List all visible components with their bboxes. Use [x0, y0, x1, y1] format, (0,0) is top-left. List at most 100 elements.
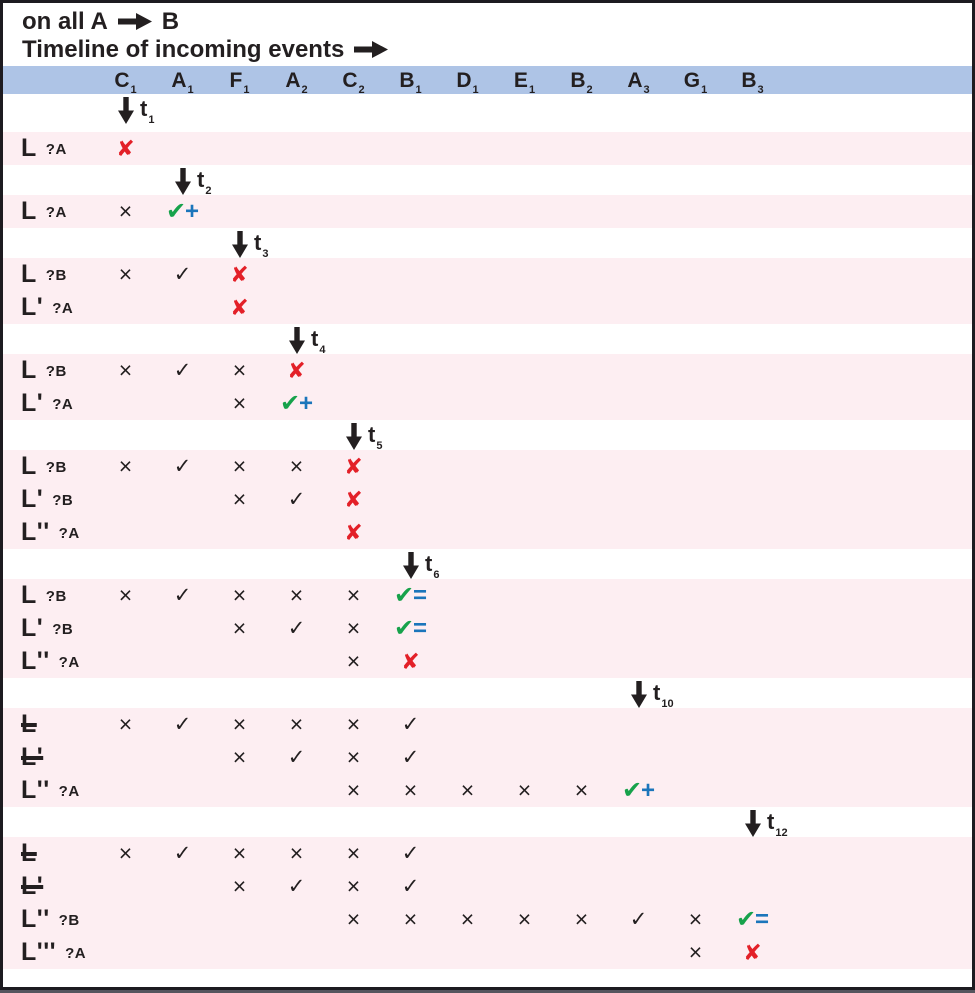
- listener-label: L'' ?A: [3, 520, 97, 545]
- event-time-label-subscript: 2: [205, 185, 212, 198]
- mark-cell-b2: [553, 870, 610, 903]
- mark-cell-b3: [724, 258, 781, 291]
- match-check: ✓: [401, 746, 420, 770]
- mark-cell-a1: [154, 903, 211, 936]
- mark-cell-f1: [211, 936, 268, 969]
- match-check: ✓: [173, 713, 192, 737]
- listener-row: L ?B × ✓ ✘: [3, 258, 972, 291]
- mark-cell-c1: [97, 936, 154, 969]
- listener-row: L ?B × ✓ × ✘: [3, 354, 972, 387]
- mark-cell-a1: [154, 741, 211, 774]
- listener-label: L: [3, 712, 97, 737]
- match-check: ✓: [401, 842, 420, 866]
- mark-cell-e1: [496, 258, 553, 291]
- no-match-cross: ×: [118, 453, 133, 480]
- section-t6: t6 L ?B × ✓ × × × ✔ = L' ?B × ✓ × ✔ = L'' ?A × ✘: [3, 549, 972, 679]
- mark-cell-d1: [439, 612, 496, 645]
- listener-row: L × ✓ × × × ✓: [3, 837, 972, 870]
- listener-name: L'': [21, 518, 50, 547]
- column-header-d1: D1: [439, 70, 496, 96]
- rule-title: on all A B: [22, 8, 972, 36]
- mark-cell-a3: [610, 483, 667, 516]
- listener-name: L: [21, 452, 37, 481]
- down-arrow-icon: [175, 167, 191, 196]
- mark-cell-c2: ×: [325, 903, 382, 936]
- section-t3: t3 L ?B × ✓ ✘ L' ?A ✘: [3, 228, 972, 325]
- mark-cell-c1: ×: [97, 450, 154, 483]
- mark-cell-c1: [97, 903, 154, 936]
- no-match-cross: ×: [232, 357, 247, 384]
- listener-label: L': [3, 745, 97, 770]
- mark-cell-c2: [325, 258, 382, 291]
- mark-cell-b2: [553, 387, 610, 420]
- event-time-label-subscript: 10: [661, 698, 674, 711]
- no-match-cross: ×: [232, 615, 247, 642]
- mark-cell-a2: [268, 195, 325, 228]
- mark-cell-b3: [724, 516, 781, 549]
- mark-cell-g1: [667, 774, 724, 807]
- equals-icon: =: [413, 581, 428, 609]
- mark-cell-d1: [439, 936, 496, 969]
- mark-cell-e1: [496, 387, 553, 420]
- mark-cell-g1: [667, 387, 724, 420]
- listener-row: L' ?B × ✓ × ✔ =: [3, 612, 972, 645]
- no-match-cross: ×: [232, 744, 247, 771]
- mark-cell-c1: [97, 741, 154, 774]
- mark-cell-f1: ×: [211, 837, 268, 870]
- mark-cell-b1: ✓: [382, 708, 439, 741]
- mark-cell-a2: [268, 258, 325, 291]
- no-match-cross: ×: [346, 582, 361, 609]
- mark-cell-e1: [496, 645, 553, 678]
- mark-cell-b3: [724, 645, 781, 678]
- mark-cell-f1: [211, 195, 268, 228]
- column-header-label-subscript: 2: [358, 83, 365, 96]
- match-check: ✓: [401, 713, 420, 737]
- listener-label: L''' ?A: [3, 940, 97, 965]
- mark-cell-a2: ✓: [268, 483, 325, 516]
- column-header-label-subscript: 1: [243, 83, 250, 96]
- mark-cell-g1: [667, 837, 724, 870]
- mark-cell-d1: [439, 132, 496, 165]
- query-state-label: ?B: [45, 588, 67, 606]
- event-time-label: t2: [197, 167, 212, 198]
- ok-check-icon: ✔: [279, 389, 301, 417]
- mark-cell-b1: ✘: [382, 645, 439, 678]
- listener-name: L: [21, 581, 37, 610]
- listener-name: L: [21, 260, 37, 289]
- no-match-cross: ×: [403, 906, 418, 933]
- event-arrow-row-t4: t4: [3, 324, 972, 356]
- listener-name: L': [21, 614, 44, 643]
- mark-cell-a2: ×: [268, 708, 325, 741]
- mark-cell-f1: [211, 516, 268, 549]
- mark-cell-b2: [553, 516, 610, 549]
- event-marker-t3: t3: [232, 230, 268, 260]
- mark-cell-g1: [667, 132, 724, 165]
- section-t12: t12 L × ✓ × × × ✓ L' × ✓ × ✓ L'' ?B × × × × × ✓ × ✔ = L''' ?A × ✘: [3, 807, 972, 970]
- event-time-label: t10: [653, 680, 674, 711]
- listener-name: L: [21, 134, 37, 163]
- event-arrow-row-t6: t6: [3, 549, 972, 582]
- mark-cell-g1: ×: [667, 903, 724, 936]
- mark-cell-a2: ×: [268, 837, 325, 870]
- mark-cell-b3: [724, 741, 781, 774]
- fail-cross-icon: ✘: [344, 486, 363, 512]
- event-time-label-subscript: 6: [433, 569, 440, 582]
- mark-cell-f1: ×: [211, 387, 268, 420]
- listener-band-t6: L ?B × ✓ × × × ✔ = L' ?B × ✓ × ✔ = L'' ?A × ✘: [3, 579, 972, 679]
- mark-cell-c1: [97, 645, 154, 678]
- query-state-label: ?B: [58, 912, 80, 930]
- listener-band-t10: L × ✓ × × × ✓ L' × ✓ × ✓ L'' ?A × × × × × ✔ +: [3, 708, 972, 808]
- mark-cell-b3: [724, 483, 781, 516]
- equals-icon: =: [413, 614, 428, 642]
- mark-cell-b2: [553, 741, 610, 774]
- mark-cell-f1: ×: [211, 579, 268, 612]
- mark-cell-b2: [553, 258, 610, 291]
- mark-cell-d1: [439, 837, 496, 870]
- mark-cell-b1: ✓: [382, 837, 439, 870]
- no-match-cross: ×: [289, 582, 304, 609]
- mark-cell-e1: [496, 450, 553, 483]
- match-emit-result: ✔ =: [736, 907, 769, 932]
- mark-cell-b2: ×: [553, 903, 610, 936]
- event-marker-t2: t2: [175, 167, 212, 198]
- no-match-cross: ×: [688, 906, 703, 933]
